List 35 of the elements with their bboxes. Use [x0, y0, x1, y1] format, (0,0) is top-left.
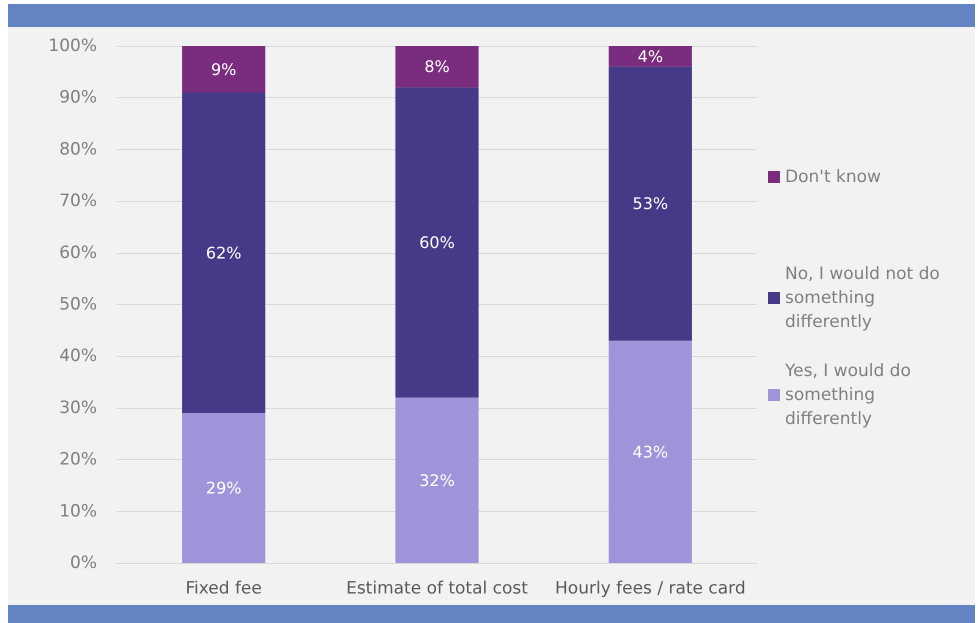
bar [182, 46, 266, 93]
data-label: 8% [424, 57, 450, 76]
y-tick-label: 90% [59, 88, 97, 108]
data-label: 62% [206, 243, 242, 262]
bar [182, 413, 266, 563]
y-tick-label: 70% [59, 191, 97, 212]
bar [395, 398, 479, 563]
bar [395, 46, 479, 88]
data-label: 60% [419, 232, 455, 252]
data-label: 9% [210, 60, 236, 79]
data-label: 53% [632, 194, 668, 214]
y-tick-label: 10% [59, 501, 97, 522]
y-tick-label: 100% [48, 36, 97, 56]
y-tick-label: 40% [59, 346, 97, 366]
legend-label: No, I would not do something differently [785, 264, 946, 332]
data-label: 43% [632, 442, 668, 462]
y-tick-label: 30% [59, 398, 97, 418]
y-tick-label: 80% [59, 139, 97, 160]
legend-label: Yes, I would do something differently [784, 361, 916, 429]
y-tick-label: 0% [70, 553, 97, 573]
x-tick-label: Estimate of total cost [346, 578, 528, 598]
data-label: 32% [419, 470, 455, 490]
y-tick-label: 50% [59, 294, 97, 314]
bar [395, 87, 479, 398]
y-tick-label: 60% [59, 242, 97, 263]
x-tick-label: Fixed fee [185, 578, 262, 598]
bar [608, 66, 692, 341]
x-tick-label: Hourly fees / rate card [555, 578, 746, 598]
data-label: 29% [206, 478, 242, 498]
bar [608, 46, 692, 67]
bar [608, 340, 692, 563]
legend-label: Don't know [785, 167, 882, 187]
bar [182, 92, 266, 414]
y-tick-label: 20% [59, 450, 97, 470]
data-label: 4% [638, 46, 664, 66]
